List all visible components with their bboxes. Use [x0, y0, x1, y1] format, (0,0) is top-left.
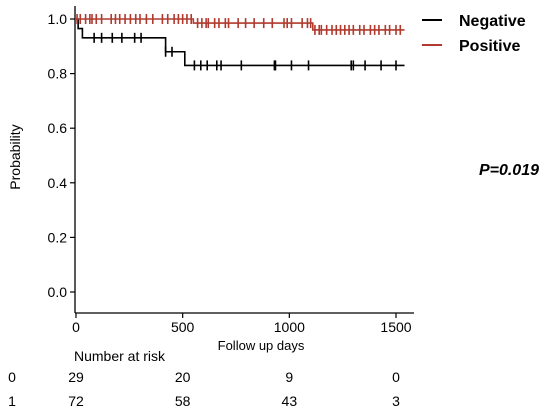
risk-table-row-label: 1 [8, 393, 16, 409]
risk-table-cell: 3 [392, 393, 400, 409]
y-tick-label: 0.4 [48, 175, 68, 191]
x-ticks: 0 500 1000 1500 [72, 313, 412, 335]
risk-table-cell: 72 [68, 393, 84, 409]
risk-table-cell: 9 [285, 369, 293, 385]
x-tick-label: 1500 [380, 319, 411, 335]
series-positive [76, 14, 405, 35]
legend: Negative Positive [422, 13, 526, 55]
risk-table-row-label: 0 [8, 369, 16, 385]
y-ticks: 0.0 0.2 0.4 0.6 0.8 1.0 [48, 11, 75, 300]
risk-table-cell: 43 [282, 393, 298, 409]
p-value-annotation: P=0.019 [479, 162, 539, 179]
risk-table-cell: 0 [392, 369, 400, 385]
legend-label-negative: Negative [459, 13, 526, 30]
y-tick-label: 0.2 [48, 229, 68, 245]
x-tick-label: 500 [171, 319, 195, 335]
y-tick-label: 0.6 [48, 120, 68, 136]
series-group [76, 14, 405, 71]
axes [74, 6, 414, 314]
risk-table-cell: 58 [175, 393, 191, 409]
risk-table-title: Number at risk [74, 348, 166, 364]
survival-curve-negative [76, 18, 405, 67]
y-axis-label: Probability [7, 124, 23, 189]
legend-label-positive: Positive [459, 38, 520, 55]
y-tick-label: 1.0 [48, 11, 68, 27]
y-tick-label: 0.0 [48, 284, 68, 300]
risk-table: Number at risk 0 29 20 9 0 1 72 58 43 3 [8, 348, 400, 409]
series-negative [76, 18, 405, 71]
x-tick-label: 1000 [274, 319, 305, 335]
risk-table-cell: 20 [175, 369, 191, 385]
x-axis-label: Follow up days [218, 338, 305, 353]
x-tick-label: 0 [72, 319, 80, 335]
y-tick-label: 0.8 [48, 66, 68, 82]
risk-table-cell: 29 [68, 369, 84, 385]
